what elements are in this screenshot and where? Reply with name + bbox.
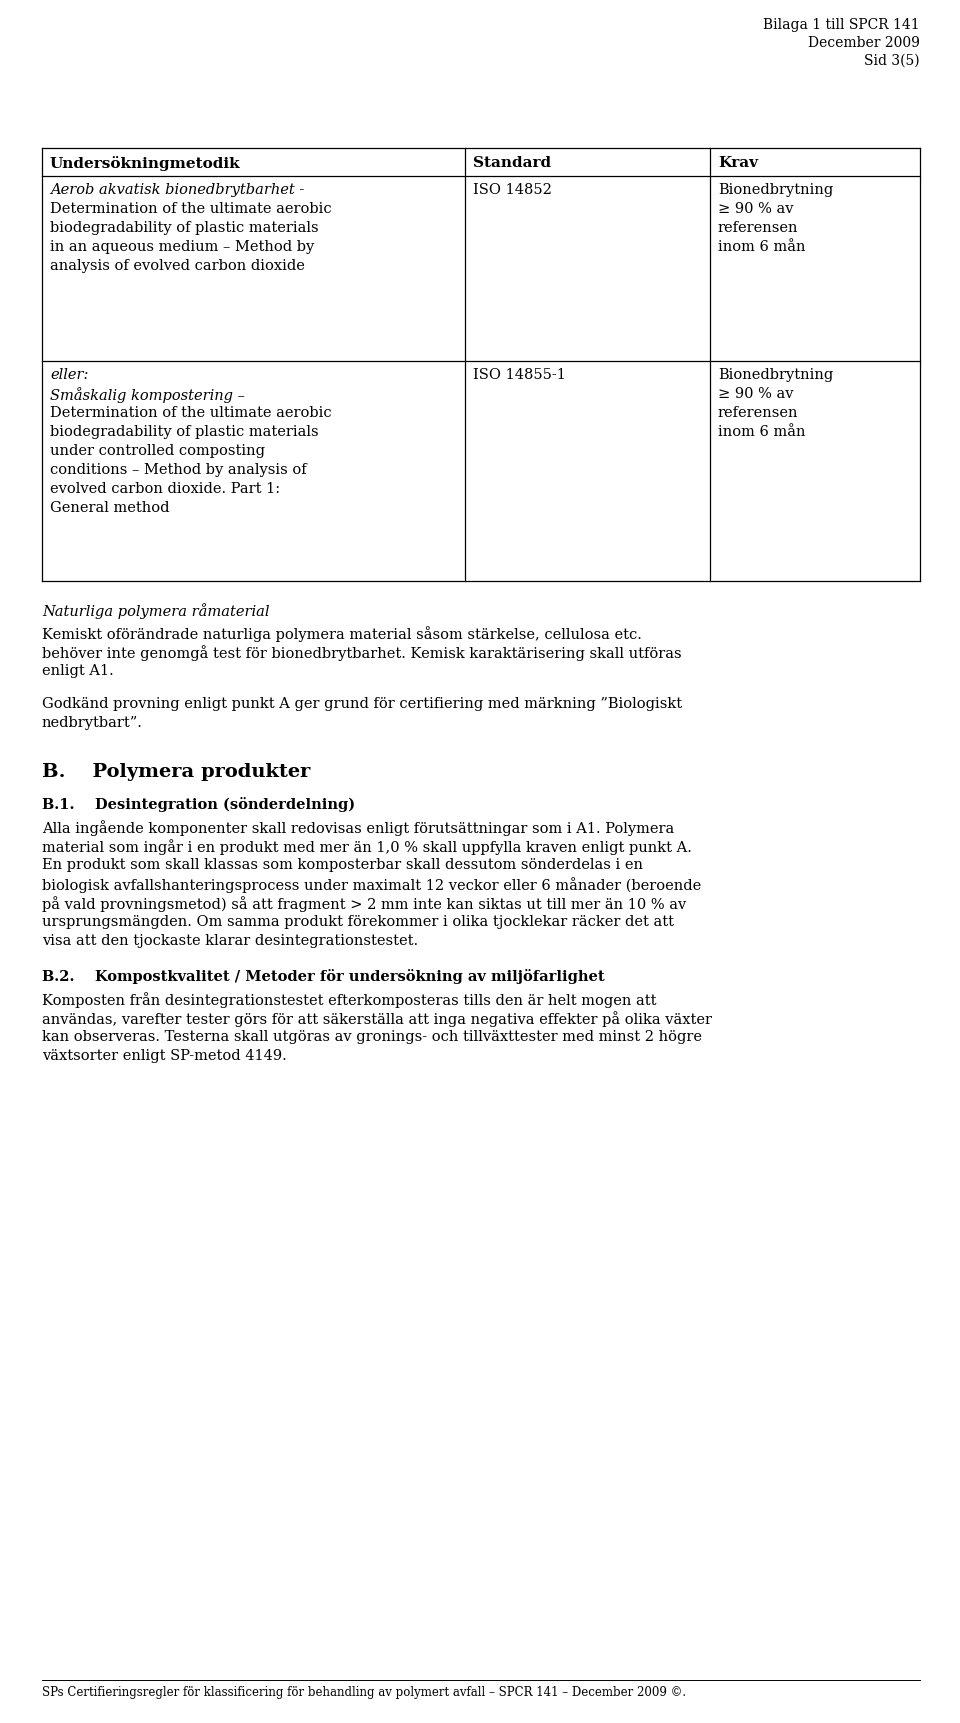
Text: Determination of the ultimate aerobic: Determination of the ultimate aerobic <box>50 202 331 215</box>
Text: visa att den tjockaste klarar desintegrationstestet.: visa att den tjockaste klarar desintegra… <box>42 934 419 948</box>
Text: behöver inte genomgå test för bionedbrytbarhet. Kemisk karaktärisering skall utf: behöver inte genomgå test för bionedbryt… <box>42 644 682 662</box>
Text: Undersökningmetodik: Undersökningmetodik <box>50 157 241 171</box>
Text: Kemiskt oförändrade naturliga polymera material såsom stärkelse, cellulosa etc.: Kemiskt oförändrade naturliga polymera m… <box>42 625 642 643</box>
Text: enligt A1.: enligt A1. <box>42 663 113 677</box>
Text: Godkänd provning enligt punkt A ger grund för certifiering med märkning ”Biologi: Godkänd provning enligt punkt A ger grun… <box>42 698 683 712</box>
Text: ≥ 90 % av: ≥ 90 % av <box>718 202 794 215</box>
Text: referensen: referensen <box>718 407 799 420</box>
Text: Bilaga 1 till SPCR 141: Bilaga 1 till SPCR 141 <box>763 17 920 33</box>
Text: December 2009: December 2009 <box>808 36 920 50</box>
Text: biologisk avfallshanteringsprocess under maximalt 12 veckor eller 6 månader (ber: biologisk avfallshanteringsprocess under… <box>42 877 701 893</box>
Text: Komposten från desintegrationstestet efterkomposteras tills den är helt mogen at: Komposten från desintegrationstestet eft… <box>42 992 657 1008</box>
Text: nedbrytbart”.: nedbrytbart”. <box>42 717 143 731</box>
Text: Determination of the ultimate aerobic: Determination of the ultimate aerobic <box>50 407 331 420</box>
Text: eller:: eller: <box>50 369 88 383</box>
Text: Standard: Standard <box>473 157 551 171</box>
Text: B.    Polymera produkter: B. Polymera produkter <box>42 763 310 781</box>
Text: ISO 14855-1: ISO 14855-1 <box>473 369 565 383</box>
Text: B.1.    Desintegration (sönderdelning): B.1. Desintegration (sönderdelning) <box>42 798 355 812</box>
Text: på vald provningsmetod) så att fragment > 2 mm inte kan siktas ut till mer än 10: på vald provningsmetod) så att fragment … <box>42 896 686 911</box>
Text: evolved carbon dioxide. Part 1:: evolved carbon dioxide. Part 1: <box>50 482 280 496</box>
Text: växtsorter enligt SP-metod 4149.: växtsorter enligt SP-metod 4149. <box>42 1049 287 1063</box>
Text: material som ingår i en produkt med mer än 1,0 % skall uppfylla kraven enligt pu: material som ingår i en produkt med mer … <box>42 839 692 855</box>
Text: ISO 14852: ISO 14852 <box>473 183 552 196</box>
Text: En produkt som skall klassas som komposterbar skall dessutom sönderdelas i en: En produkt som skall klassas som kompost… <box>42 858 643 872</box>
Text: ursprungsmängden. Om samma produkt förekommer i olika tjocklekar räcker det att: ursprungsmängden. Om samma produkt förek… <box>42 915 674 929</box>
Text: B.2.    Kompostkvalitet / Metoder för undersökning av miljöfarlighet: B.2. Kompostkvalitet / Metoder för under… <box>42 968 605 984</box>
Text: Aerob akvatisk bionedbrytbarhet -: Aerob akvatisk bionedbrytbarhet - <box>50 183 304 196</box>
Text: inom 6 mån: inom 6 mån <box>718 239 805 253</box>
Text: Naturliga polymera råmaterial: Naturliga polymera råmaterial <box>42 603 270 619</box>
Text: in an aqueous medium – Method by: in an aqueous medium – Method by <box>50 239 314 253</box>
Text: ≥ 90 % av: ≥ 90 % av <box>718 388 794 401</box>
Text: Småskalig kompostering –: Småskalig kompostering – <box>50 388 245 403</box>
Text: SPs Certifieringsregler för klassificering för behandling av polymert avfall – S: SPs Certifieringsregler för klassificeri… <box>42 1687 686 1699</box>
Text: referensen: referensen <box>718 221 799 234</box>
Text: Alla ingående komponenter skall redovisas enligt förutsättningar som i A1. Polym: Alla ingående komponenter skall redovisa… <box>42 820 674 836</box>
Text: Bionedbrytning: Bionedbrytning <box>718 183 833 196</box>
Text: analysis of evolved carbon dioxide: analysis of evolved carbon dioxide <box>50 258 305 272</box>
Text: kan observeras. Testerna skall utgöras av gronings- och tillväxttester med minst: kan observeras. Testerna skall utgöras a… <box>42 1030 702 1044</box>
Text: inom 6 mån: inom 6 mån <box>718 426 805 439</box>
Text: biodegradability of plastic materials: biodegradability of plastic materials <box>50 221 319 234</box>
Text: Sid 3(5): Sid 3(5) <box>864 53 920 67</box>
Text: Bionedbrytning: Bionedbrytning <box>718 369 833 383</box>
Text: conditions – Method by analysis of: conditions – Method by analysis of <box>50 463 306 477</box>
Text: användas, varefter tester görs för att säkerställa att inga negativa effekter på: användas, varefter tester görs för att s… <box>42 1011 712 1027</box>
Text: biodegradability of plastic materials: biodegradability of plastic materials <box>50 426 319 439</box>
Text: General method: General method <box>50 501 170 515</box>
Text: under controlled composting: under controlled composting <box>50 445 265 458</box>
Text: Krav: Krav <box>718 157 758 171</box>
